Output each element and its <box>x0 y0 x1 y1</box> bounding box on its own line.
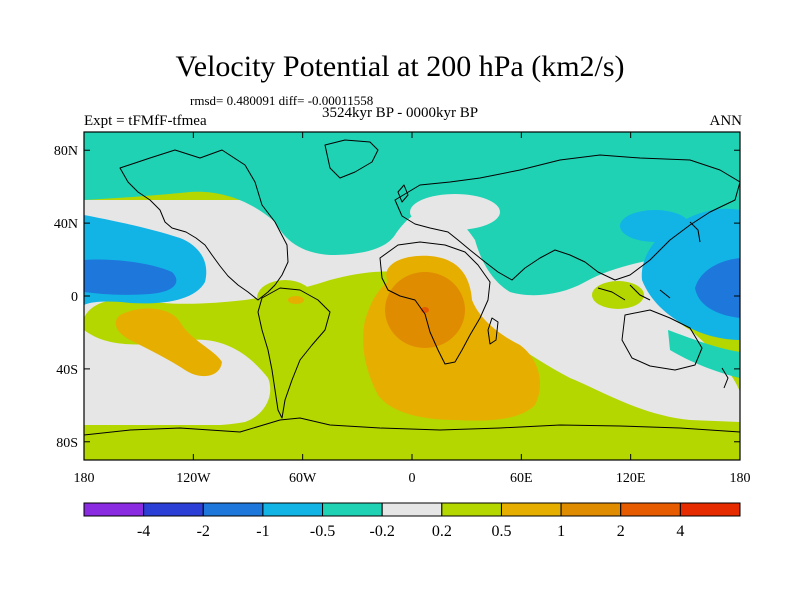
coast-north-america <box>119 149 289 301</box>
colorbar-swatch <box>322 502 383 517</box>
lon-tick-label: 180 <box>74 471 95 486</box>
coast-new-zealand <box>721 367 729 389</box>
field-gray-south <box>84 330 271 427</box>
colorbar: -4 -2 -1 -0.5 -0.2 0.2 0.5 1 2 4 <box>83 502 741 540</box>
coast-africa <box>379 241 491 365</box>
field-green-maritime <box>592 281 644 309</box>
colorbar-label: 4 <box>676 523 684 540</box>
field-orange-samerica <box>288 296 304 304</box>
colorbar-swatch <box>441 502 502 517</box>
coast-indonesia <box>597 284 671 301</box>
coast-greenland <box>324 139 379 179</box>
coastlines <box>84 139 740 436</box>
colorbar-swatch <box>83 502 145 517</box>
colorbar-label: 0.5 <box>491 523 511 540</box>
coast-antarctica <box>84 417 740 436</box>
lat-tick-label: 40N <box>54 217 78 232</box>
map-axes: 80N 40N 0 40S 80S 180 120W 60W 0 60E 120E 180 <box>54 132 751 486</box>
colorbar-label: -2 <box>197 523 210 540</box>
colorbar-label: -0.2 <box>370 523 395 540</box>
coast-south-america <box>257 287 331 419</box>
lat-tick-label: 80N <box>54 144 78 159</box>
field-blue-east <box>695 258 740 318</box>
lon-tick-label: 180 <box>730 471 751 486</box>
coast-uk <box>397 184 409 203</box>
lon-tick-label: 60W <box>289 471 317 486</box>
coast-australia <box>621 309 703 371</box>
field-orange-pacific <box>115 308 222 377</box>
coast-japan <box>689 221 701 243</box>
colorbar-label: -0.5 <box>310 523 335 540</box>
lon-tick-label: 120E <box>616 471 646 486</box>
colorbar-swatch <box>679 502 741 517</box>
coast-eurasia <box>394 154 740 281</box>
period-label: 3524kyr BP - 0000kyr BP <box>321 105 479 121</box>
colorbar-swatch <box>560 502 622 517</box>
lon-tick-label: 60E <box>510 471 533 486</box>
lat-tick-label: 40S <box>56 363 78 378</box>
lon-tick-label: 0 <box>409 471 416 486</box>
field-gray-europe <box>410 194 500 230</box>
field-green-samerica <box>257 280 313 316</box>
colorbar-swatch <box>143 502 204 517</box>
experiment-label: Expt = tFMfF-tfmea <box>84 113 207 129</box>
stats-label: rmsd= 0.480091 diff= -0.00011558 <box>190 93 374 108</box>
colorbar-label: 0.2 <box>432 523 452 540</box>
field-lightblue-asia <box>620 210 690 242</box>
coast-madagascar <box>487 317 499 345</box>
colorbar-swatch <box>381 502 443 517</box>
colorbar-label: -1 <box>256 523 269 540</box>
colorbar-swatch <box>620 502 681 517</box>
colorbar-label: 1 <box>557 523 565 540</box>
lat-tick-label: 80S <box>56 436 78 451</box>
field-blue-west <box>84 259 177 295</box>
season-label: ANN <box>709 113 743 129</box>
map-field <box>84 132 740 460</box>
colorbar-label: -4 <box>137 523 150 540</box>
lon-tick-label: 120W <box>176 471 211 486</box>
field-cyan-southeast <box>668 330 740 378</box>
lat-tick-label: 0 <box>71 290 78 305</box>
plot-title: Velocity Potential at 200 hPa (km2/s) <box>175 50 625 83</box>
colorbar-swatch <box>202 502 264 517</box>
colorbar-swatch <box>262 502 324 517</box>
colorbar-swatch <box>500 502 562 517</box>
colorbar-label: 2 <box>617 523 625 540</box>
